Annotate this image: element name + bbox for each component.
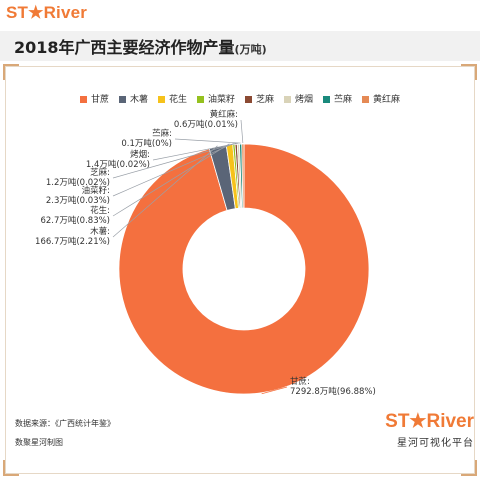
data-source: 数据来源：《广西统计年鉴》 xyxy=(15,419,115,428)
data-label-name: 苎麻: xyxy=(152,128,172,139)
frame-corner-top-right xyxy=(461,64,477,80)
data-label-value: 1.4万吨(0.02%) xyxy=(86,159,150,170)
data-label-name: 木薯: xyxy=(90,226,110,237)
page-title: 2018年广西主要经济作物产量(万吨) xyxy=(14,34,267,58)
legend-label: 黄红麻 xyxy=(373,95,401,105)
legend-label: 甘蔗 xyxy=(90,95,109,105)
title-bar xyxy=(0,31,480,61)
chart-title: 2018年广西主要经济作物产量 xyxy=(14,38,235,57)
legend-item[interactable]: 苎麻 xyxy=(323,92,352,105)
data-label-value: 166.7万吨(2.21%) xyxy=(35,236,110,247)
frame-corner-bottom-right xyxy=(461,460,477,476)
data-label-value: 62.7万吨(0.83%) xyxy=(40,215,110,226)
chart-legend: 甘蔗 木薯 花生 油菜籽 芝麻 烤烟 苎麻 黄红麻 xyxy=(0,92,480,105)
legend-swatch xyxy=(284,95,292,103)
legend-item[interactable]: 黄红麻 xyxy=(362,92,400,105)
data-label-value: 0.1万吨(0%) xyxy=(121,138,172,149)
legend-label: 油菜籽 xyxy=(207,95,235,105)
frame-corner-top-left xyxy=(3,64,19,80)
data-label-name: 甘蔗: xyxy=(290,376,310,387)
label-leader-line xyxy=(112,143,230,217)
legend-swatch xyxy=(118,95,126,103)
label-leader-line xyxy=(112,145,218,238)
legend-label: 芝麻 xyxy=(256,95,275,105)
legend-item[interactable]: 花生 xyxy=(157,92,187,105)
legend-item[interactable]: 烤烟 xyxy=(284,92,313,105)
chart-unit: (万吨) xyxy=(234,43,267,56)
legend-swatch xyxy=(79,95,87,103)
frame-corner-bottom-left xyxy=(3,460,19,476)
data-label-name: 烤烟: xyxy=(130,149,150,160)
legend-item[interactable]: 甘蔗 xyxy=(79,92,109,105)
label-leader-line xyxy=(240,119,244,144)
legend-label: 烤烟 xyxy=(295,95,314,105)
data-label-name: 黄红麻: xyxy=(210,109,238,120)
legend-swatch xyxy=(323,95,331,103)
label-leader-line xyxy=(152,142,239,161)
brand-logo-top: ST★River xyxy=(6,3,87,23)
brand-logo-subtitle: 星河可视化平台 xyxy=(397,438,474,449)
legend-label: 苎麻 xyxy=(334,95,353,105)
label-leader-line xyxy=(112,142,237,179)
legend-item[interactable]: 芝麻 xyxy=(245,92,274,105)
data-label-value: 0.6万吨(0.01%) xyxy=(174,119,238,130)
legend-item[interactable]: 木薯 xyxy=(118,92,148,105)
legend-label: 花生 xyxy=(168,95,187,105)
chart-frame xyxy=(5,66,475,474)
data-label-name: 油菜籽: xyxy=(82,185,110,196)
brand-logo-text: ST★River xyxy=(6,3,88,22)
legend-swatch xyxy=(196,95,204,103)
legend-swatch xyxy=(245,95,252,103)
legend-label: 木薯 xyxy=(129,95,148,105)
legend-item[interactable]: 油菜籽 xyxy=(196,92,235,105)
legend-swatch xyxy=(362,95,370,103)
donut-slice[interactable] xyxy=(241,143,245,209)
data-label-name: 芝麻: xyxy=(90,167,110,178)
data-label-value: 7292.8万吨(96.88%) xyxy=(290,386,376,397)
data-label-name: 花生: xyxy=(90,205,110,216)
data-label-value: 2.3万吨(0.03%) xyxy=(46,195,110,206)
label-leader-line xyxy=(112,143,234,197)
chart-maker: 数聚星河制图 xyxy=(15,438,63,447)
label-leader-line xyxy=(261,386,288,395)
legend-swatch xyxy=(157,95,165,103)
data-label-value: 1.2万吨(0.02%) xyxy=(46,177,110,188)
brand-logo-bottom: ST★River 星河可视化平台 xyxy=(385,410,474,449)
donut-slice[interactable] xyxy=(118,143,370,395)
label-leader-line xyxy=(174,138,241,144)
brand-logo-bottom-text: ST★River xyxy=(385,411,474,432)
